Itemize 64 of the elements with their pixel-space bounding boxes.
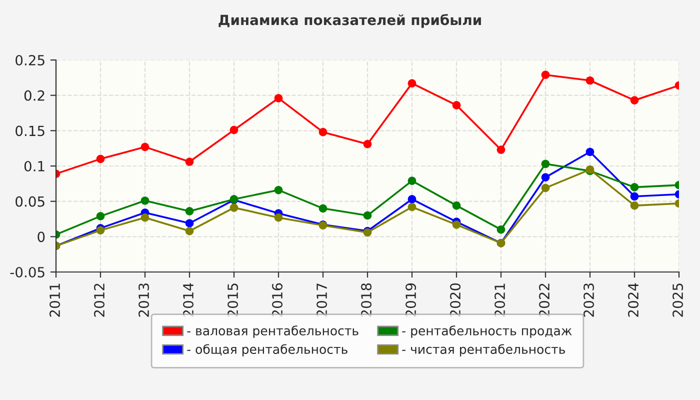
point: [185, 226, 194, 236]
x-tick-label: 2021: [494, 284, 506, 317]
legend-label: - чистая рентабельность: [402, 344, 565, 356]
x-tick-label: 2016: [272, 283, 283, 317]
point: [185, 219, 194, 228]
point: [96, 212, 105, 220]
x-tick-label: 2012: [94, 284, 105, 317]
point: [408, 176, 416, 186]
x-tick-label: 2018: [361, 283, 372, 317]
x-tick-label: 2020: [450, 283, 461, 317]
point: [452, 101, 461, 110]
y-tick-label: 0.25: [16, 54, 44, 66]
point: [630, 183, 639, 192]
point: [541, 70, 550, 80]
point: [274, 213, 283, 222]
point: [274, 186, 283, 194]
point: [452, 220, 461, 229]
point: [630, 96, 639, 104]
point: [586, 148, 594, 156]
point: [408, 79, 416, 88]
point: [408, 202, 416, 212]
x-tick-label: 2015: [228, 284, 238, 317]
x-tick-label: 2014: [183, 283, 194, 317]
y-tick-label: 0.15: [16, 126, 44, 136]
x-tick-label: 2017: [316, 284, 328, 317]
point: [630, 201, 639, 210]
x-tick-label: 2011: [50, 284, 60, 317]
chart-title: Динамика показателей прибыли: [218, 14, 481, 28]
point: [363, 140, 372, 148]
x-tick-label: 2019: [406, 283, 416, 317]
x-tick-label: 2022: [539, 284, 550, 317]
legend-label: - валовая рентабельность: [187, 326, 358, 338]
point: [185, 207, 194, 216]
point: [230, 204, 238, 212]
point: [185, 158, 194, 166]
point: [408, 195, 416, 204]
y-tick-label: 0: [38, 232, 45, 242]
point: [541, 160, 550, 168]
y-tick-label: 0.1: [24, 160, 44, 172]
point: [363, 211, 372, 220]
point: [96, 154, 105, 164]
point: [318, 128, 328, 136]
point: [541, 173, 550, 182]
point: [541, 184, 550, 192]
point: [586, 76, 594, 85]
x-tick-label: 2013: [138, 284, 150, 317]
point: [452, 201, 461, 210]
point: [496, 225, 506, 234]
y-tick-label: 0.2: [24, 90, 44, 101]
point: [140, 213, 150, 222]
y-tick-label: 0.05: [16, 196, 44, 207]
point: [230, 126, 238, 134]
legend-label: - рентабельность продаж: [402, 326, 572, 338]
point: [140, 142, 150, 152]
point: [318, 204, 328, 213]
legend-label: - общая рентабельность: [187, 344, 348, 356]
x-tick-label: 2025: [672, 284, 684, 317]
x-tick-label: 2024: [628, 283, 639, 317]
point: [274, 94, 283, 102]
y-tick-label: -0.05: [10, 266, 44, 278]
point: [496, 146, 506, 154]
x-tick-label: 2023: [584, 284, 594, 317]
point: [140, 196, 150, 205]
point: [630, 192, 639, 201]
